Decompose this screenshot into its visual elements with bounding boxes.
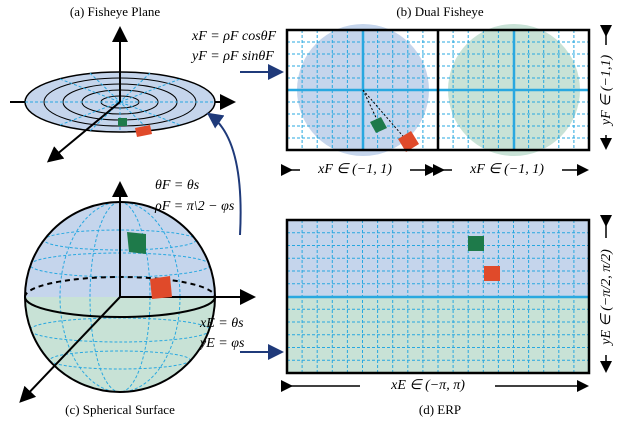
caption: (a) Fisheye Plane [70, 4, 160, 19]
axis-label: xF ∈ (−1, 1) [317, 162, 392, 177]
equation: xF = ρF cosθF [191, 29, 277, 44]
sphere [22, 185, 252, 400]
axis-label: xE ∈ (−π, π) [390, 378, 465, 393]
caption: (d) ERP [419, 402, 461, 417]
equation: θF = θs [155, 178, 200, 193]
equation: yE = φs [198, 336, 245, 351]
caption: (b) Dual Fisheye [396, 4, 484, 19]
figure: (a) Fisheye Plane (b) Dual Fisheye (c) S… [0, 0, 626, 421]
axis-label: yE ∈ (−π/2, π/2) [599, 249, 614, 347]
axis-label: yF ∈ (−1,1) [599, 55, 614, 128]
caption: (c) Spherical Surface [65, 402, 175, 417]
equation: xE = θs [199, 316, 244, 331]
axis-label: xF ∈ (−1, 1) [469, 162, 544, 177]
equation: ρF = π\2 − φs [154, 199, 235, 214]
equation: yF = ρF sinθF [190, 49, 274, 64]
dual-fisheye [287, 24, 589, 156]
erp [287, 220, 589, 373]
